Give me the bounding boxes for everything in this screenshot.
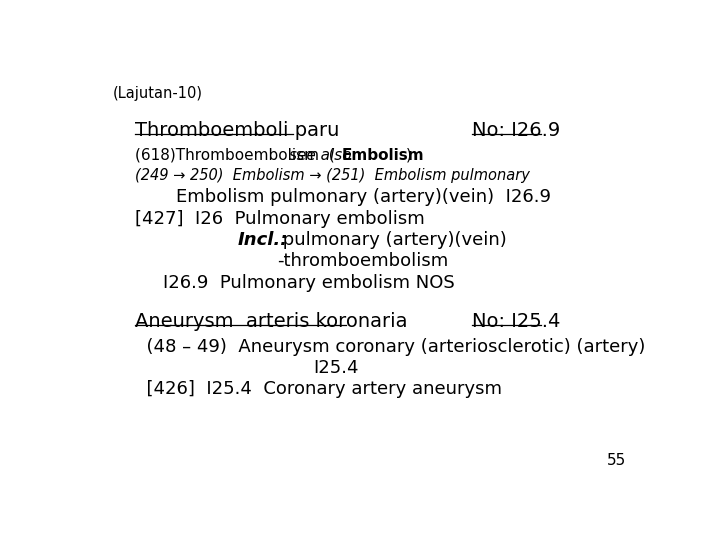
Text: I26.9  Pulmonary embolism NOS: I26.9 Pulmonary embolism NOS [163,274,454,292]
Text: Aneurysm  arteris koronaria: Aneurysm arteris koronaria [135,312,407,331]
Text: (618)Thromboembolism  (: (618)Thromboembolism ( [135,148,334,163]
Text: Embolism: Embolism [342,148,424,163]
Text: [427]  I26  Pulmonary embolism: [427] I26 Pulmonary embolism [135,210,424,228]
Text: I25.4: I25.4 [313,359,359,377]
Text: Incl.:: Incl.: [238,231,289,249]
Text: [426]  I25.4  Coronary artery aneurysm: [426] I25.4 Coronary artery aneurysm [135,380,502,399]
Text: ): ) [405,148,412,163]
Text: (48 – 49)  Aneurysm coronary (arteriosclerotic) (artery): (48 – 49) Aneurysm coronary (arterioscle… [135,338,645,356]
Text: -thromboembolism: -thromboembolism [277,252,448,271]
Text: (249 → 250)  Embolism → (251)  Embolism pulmonary: (249 → 250) Embolism → (251) Embolism pu… [135,168,529,183]
Text: Embolism pulmonary (artery)(vein)  I26.9: Embolism pulmonary (artery)(vein) I26.9 [176,188,552,206]
Text: (Lajutan-10): (Lajutan-10) [112,85,202,100]
Text: Thromboemboli paru: Thromboemboli paru [135,121,339,140]
Text: 55: 55 [606,453,626,468]
Text: pulmonary (artery)(vein): pulmonary (artery)(vein) [277,231,507,249]
Text: No: I26.9: No: I26.9 [472,121,560,140]
Text: see also: see also [289,148,357,163]
Text: No: I25.4: No: I25.4 [472,312,561,331]
